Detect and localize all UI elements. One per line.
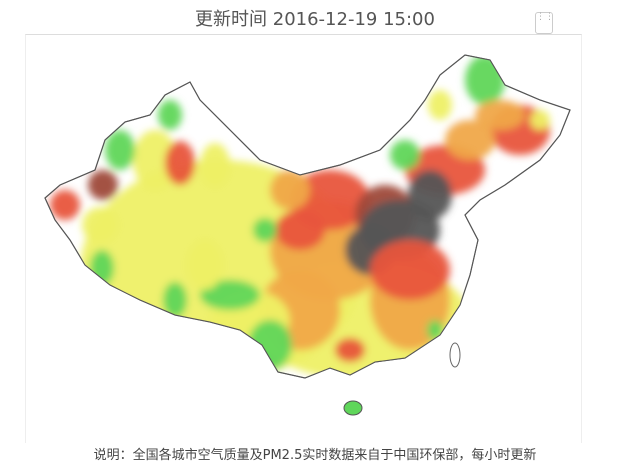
aqi-area-moderate <box>200 143 230 187</box>
aqi-area-moderate <box>428 90 452 120</box>
aqi-area-good <box>90 250 114 286</box>
aqi-area-good <box>105 130 135 170</box>
aqi-area-good <box>248 320 292 370</box>
hainan-island <box>343 400 363 416</box>
footer-note: 说明：全国各城市空气质量及PM2.5实时数据来自于中国环保部，每小时更新 <box>93 448 537 463</box>
aqi-area-light <box>270 170 310 210</box>
aqi-area-good <box>158 100 182 130</box>
share-icon[interactable]: ⋮⋮ <box>535 12 554 34</box>
aqi-area-moderate <box>82 207 118 243</box>
aqi-area-good <box>427 320 443 340</box>
aqi-area-good <box>163 282 187 318</box>
aqi-area-good <box>465 55 505 105</box>
aqi-area-medium <box>50 190 80 220</box>
aqi-area-heavy <box>88 170 118 200</box>
taiwan-island <box>449 342 461 368</box>
aqi-area-medium <box>335 338 365 362</box>
update-time-title: 更新时间 2016-12-19 15:00 <box>195 9 435 30</box>
pollution-layer <box>50 55 550 378</box>
aqi-area-moderate <box>530 110 550 130</box>
aqi-area-good <box>253 218 277 242</box>
aqi-area-medium <box>370 240 450 300</box>
aqi-area-good <box>390 140 420 170</box>
aqi-area-light <box>475 100 525 130</box>
aqi-area-moderate <box>133 130 177 190</box>
aqi-area-severe <box>408 170 452 220</box>
china-border <box>44 54 571 379</box>
map-frame <box>25 34 582 443</box>
aqi-area-moderate <box>187 240 223 290</box>
aqi-area-medium <box>275 210 325 250</box>
aqi-area-good <box>200 280 260 310</box>
aqi-area-medium <box>165 141 195 185</box>
aqi-area-light <box>445 120 495 160</box>
